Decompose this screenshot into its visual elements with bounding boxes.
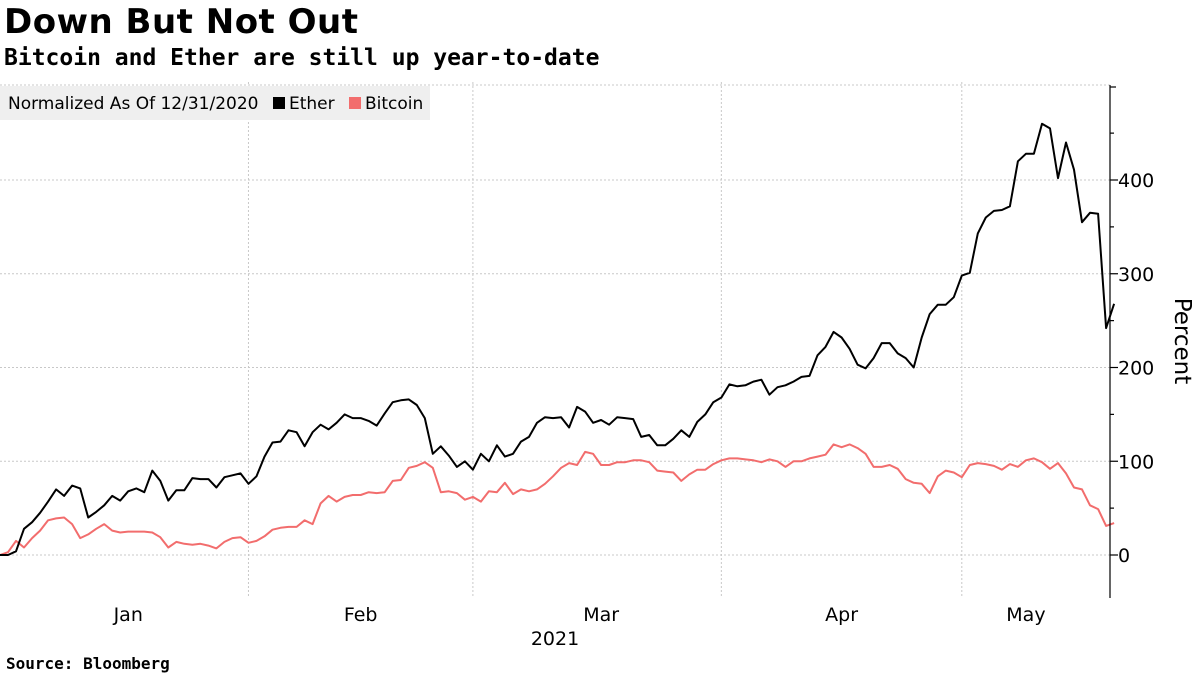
grid-lines	[0, 82, 1110, 598]
x-tick-label-jan: Jan	[113, 604, 143, 626]
x-tick-label-feb: Feb	[344, 604, 378, 626]
series-line-bitcoin	[0, 443, 1115, 556]
y-axis: 0 100 200 300 400	[1109, 85, 1154, 598]
series-lines	[0, 122, 1116, 556]
x-tick-label-may: May	[1006, 604, 1045, 626]
chart-subtitle: Bitcoin and Ether are still up year-to-d…	[4, 45, 600, 71]
legend-title: Normalized As Of 12/31/2020	[8, 94, 258, 114]
legend-label-ether: Ether	[289, 94, 335, 114]
y-tick-label-100: 100	[1118, 451, 1154, 473]
y-tick-label-300: 300	[1118, 264, 1154, 286]
x-year-label: 2021	[531, 628, 579, 650]
y-tick-label-200: 200	[1118, 358, 1154, 380]
y-tick-label-0: 0	[1118, 545, 1130, 567]
x-tick-label-apr: Apr	[825, 604, 858, 626]
chart-title: Down But Not Out	[4, 2, 359, 42]
legend-label-bitcoin: Bitcoin	[365, 94, 423, 114]
legend-swatch-bitcoin	[349, 97, 361, 109]
y-tick-label-400: 400	[1118, 170, 1154, 192]
x-tick-label-mar: Mar	[583, 604, 619, 626]
legend-swatch-ether	[273, 97, 285, 109]
legend: Normalized As Of 12/31/2020 Ether Bitcoi…	[0, 86, 430, 120]
y-axis-title: Percent	[1169, 298, 1195, 385]
source-note: Source: Bloomberg	[6, 654, 170, 673]
x-axis: Jan Feb Mar Apr May 2021	[113, 604, 1046, 650]
series-line-ether	[0, 122, 1116, 556]
